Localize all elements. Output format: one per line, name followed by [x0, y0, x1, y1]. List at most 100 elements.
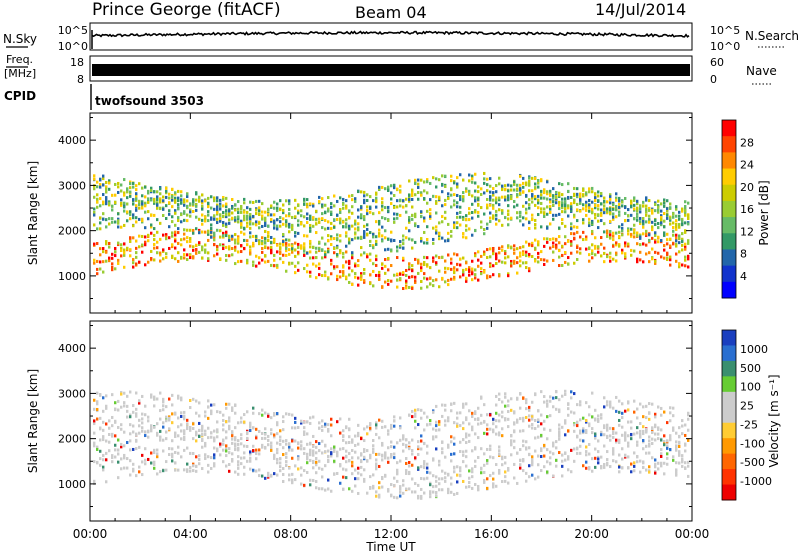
heatmap-cell	[381, 185, 384, 189]
heatmap-cell	[93, 213, 96, 217]
heatmap-cell	[405, 197, 408, 201]
heatmap-cell	[351, 282, 354, 286]
heatmap-cell	[333, 251, 336, 255]
heatmap-cell	[522, 396, 525, 400]
heatmap-cell	[519, 214, 522, 218]
heatmap-cell	[435, 229, 438, 233]
heatmap-cell	[654, 250, 657, 254]
heatmap-cell	[639, 432, 642, 436]
heatmap-cell	[252, 444, 255, 448]
heatmap-cell	[522, 439, 525, 443]
heatmap-cell	[390, 197, 393, 201]
heatmap-cell	[678, 426, 681, 430]
heatmap-cell	[156, 206, 159, 210]
heatmap-cell	[276, 461, 279, 465]
heatmap-cell	[504, 404, 507, 408]
heatmap-cell	[207, 205, 210, 209]
heatmap-cell	[567, 239, 570, 243]
heatmap-cell	[636, 215, 639, 219]
heatmap-cell	[579, 197, 582, 201]
heatmap-cell	[582, 427, 585, 431]
heatmap-cell	[597, 199, 600, 203]
heatmap-cell	[606, 428, 609, 432]
heatmap-cell	[339, 417, 342, 421]
heatmap-cell	[276, 412, 279, 416]
heatmap-cell	[213, 456, 216, 460]
heatmap-cell	[426, 466, 429, 470]
heatmap-cell	[288, 448, 291, 452]
heatmap-cell	[513, 261, 516, 265]
heatmap-cell	[522, 190, 525, 194]
heatmap-cell	[498, 182, 501, 186]
heatmap-cell	[534, 436, 537, 440]
heatmap-cell	[243, 227, 246, 231]
heatmap-cell	[480, 261, 483, 265]
heatmap-cell	[156, 203, 159, 207]
heatmap-cell	[363, 468, 366, 472]
heatmap-cell	[201, 193, 204, 197]
heatmap-cell	[543, 196, 546, 200]
heatmap-cell	[423, 462, 426, 466]
heatmap-cell	[351, 464, 354, 468]
heatmap-cell	[231, 234, 234, 238]
heatmap-cell	[438, 285, 441, 289]
heatmap-cell	[129, 248, 132, 252]
heatmap-cell	[255, 451, 258, 455]
heatmap-cell	[504, 261, 507, 265]
heatmap-cell	[675, 473, 678, 477]
heatmap-cell	[342, 270, 345, 274]
heatmap-cell	[165, 189, 168, 193]
heatmap-cell	[576, 219, 579, 223]
heatmap-cell	[642, 219, 645, 223]
cpid-value: twofsound 3503	[95, 94, 204, 108]
heatmap-cell	[597, 213, 600, 217]
heatmap-cell	[408, 464, 411, 468]
heatmap-cell	[177, 425, 180, 429]
heatmap-cell	[564, 242, 567, 246]
heatmap-cell	[99, 177, 102, 181]
heatmap-cell	[420, 178, 423, 182]
heatmap-cell	[171, 243, 174, 247]
heatmap-cell	[651, 427, 654, 431]
heatmap-cell	[420, 262, 423, 266]
heatmap-cell	[468, 218, 471, 222]
heatmap-cell	[330, 451, 333, 455]
heatmap-cell	[468, 268, 471, 272]
heatmap-cell	[207, 416, 210, 420]
heatmap-cell	[126, 190, 129, 194]
x-tick-label: 12:00	[374, 527, 409, 541]
heatmap-cell	[639, 459, 642, 463]
heatmap-cell	[267, 434, 270, 438]
heatmap-cell	[396, 249, 399, 253]
heatmap-cell	[558, 398, 561, 402]
heatmap-cell	[105, 190, 108, 194]
heatmap-cell	[573, 186, 576, 190]
heatmap-cell	[486, 276, 489, 280]
colorbar-segment	[722, 453, 736, 470]
heatmap-cell	[201, 204, 204, 208]
heatmap-cell	[174, 434, 177, 438]
heatmap-cell	[315, 480, 318, 484]
heatmap-cell	[555, 243, 558, 247]
heatmap-cell	[528, 475, 531, 479]
heatmap-cell	[684, 433, 687, 437]
colorbar-segment	[722, 136, 736, 153]
heatmap-cell	[591, 391, 594, 395]
heatmap-cell	[549, 207, 552, 211]
heatmap-cell	[543, 454, 546, 458]
heatmap-cell	[447, 197, 450, 201]
heatmap-cell	[606, 423, 609, 427]
heatmap-cell	[207, 455, 210, 459]
heatmap-cell	[138, 418, 141, 422]
heatmap-cell	[183, 218, 186, 222]
heatmap-cell	[390, 453, 393, 457]
heatmap-cell	[327, 220, 330, 224]
heatmap-cell	[108, 222, 111, 226]
heatmap-cell	[438, 488, 441, 492]
heatmap-cell	[612, 452, 615, 456]
heatmap-cell	[594, 199, 597, 203]
heatmap-cell	[291, 223, 294, 227]
heatmap-cell	[636, 455, 639, 459]
heatmap-cell	[180, 194, 183, 198]
heatmap-cell	[105, 439, 108, 443]
